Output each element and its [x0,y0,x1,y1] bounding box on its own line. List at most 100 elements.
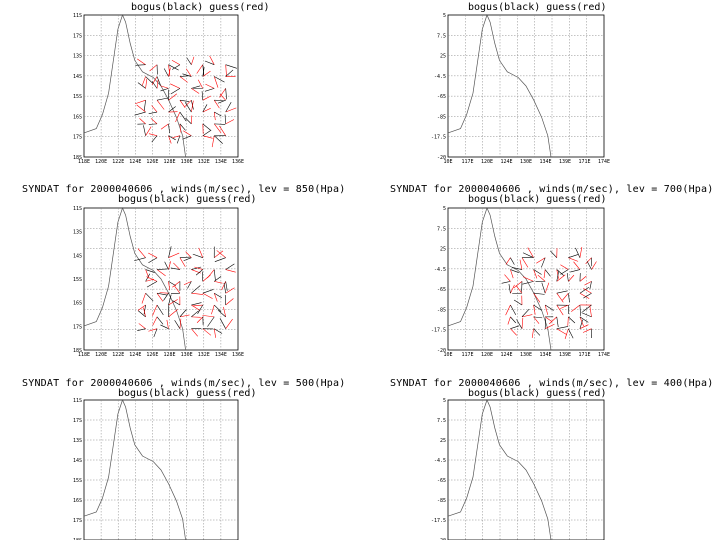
bogus-vector [217,309,226,318]
guess-vector [527,247,534,258]
guess-vector [209,55,215,65]
guess-vector [584,281,592,286]
bogus-vector [148,123,158,125]
guess-vector [139,118,146,125]
guess-vector [583,288,592,294]
y-tick-label: 11S [73,13,82,19]
coastline [83,399,186,540]
guess-vector [573,261,581,270]
x-tick-label: 130E [181,159,193,165]
guess-vector [213,328,216,338]
guess-vector [191,292,204,295]
bogus-vector [145,273,151,282]
bogus-vector [522,281,534,285]
bogus-vector [579,305,581,316]
x-tick-label: 128E [164,352,176,358]
guess-vector [191,56,195,65]
bogus-vector [143,100,146,112]
bogus-vector [170,267,180,270]
guess-vector [159,292,169,294]
bogus-vector [202,289,214,294]
frame-border [447,14,605,158]
guess-vector [179,257,186,267]
bogus-vector [156,316,164,325]
bogus-vector [556,270,560,282]
guess-vector [168,281,171,290]
y-tick-label: 7.5 [437,418,446,424]
bogus-vector [145,292,154,302]
guess-vector [152,304,158,316]
bogus-vector [533,316,543,319]
guess-vector [579,275,587,282]
bogus-vector [157,268,168,270]
guess-vector [544,304,549,315]
y-tick-label: -65 [437,287,446,293]
bogus-vector [575,247,581,258]
x-tick-label: 130E [520,352,532,358]
guess-vector [145,126,152,136]
guess-vector [533,293,541,303]
guess-vector [505,304,511,316]
y-tick-label: 17S [73,324,82,330]
bogus-vector [153,328,158,338]
x-tick-label: 10E [443,352,452,358]
map-frame: 11S 17S 13S 14S 15S 16S 17S 18S [73,398,239,540]
guess-vector [168,67,171,77]
guess-vector [214,281,223,284]
bogus-vector [510,304,517,315]
y-tick-label: 15S [73,478,82,484]
bogus-vector [186,57,192,65]
bogus-vector [570,269,581,273]
y-tick-label: 18S [73,348,82,354]
guess-vector [544,316,552,322]
bogus-vector [195,269,203,276]
bogus-vector [541,282,546,294]
panel-1-subtitle: bogus(black) guess(red) [131,2,270,13]
panel-3-title: SYNDAT for 2000040606 , winds(m/sec), le… [22,184,346,195]
bogus-vector [191,310,199,318]
guess-vector [137,58,146,65]
panel-2-subtitle: bogus(black) guess(red) [468,2,607,13]
bogus-vector [160,88,169,92]
x-tick-label: 139E [559,159,571,165]
bogus-vector [556,316,559,328]
bogus-vector [214,276,222,282]
x-tick-label: 132E [198,159,210,165]
guess-vector [202,95,211,101]
bogus-vector [545,304,554,311]
guess-vector [191,328,198,337]
guess-vector [194,266,203,270]
bogus-vector [163,293,169,301]
x-tick-label: 128E [164,159,176,165]
guess-vector [136,104,146,113]
x-tick-label: 10E [443,159,452,165]
bogus-vector [179,256,191,258]
bogus-vector [521,308,530,318]
bogus-vector [202,67,205,77]
guess-vector [173,262,181,270]
guess-vector [225,318,233,329]
y-tick-label: -20 [437,348,446,354]
panel-6-map: 5 7.5 25 -4.5 -65 -85 -17.5 -20 [428,398,618,540]
bogus-vector [168,106,176,113]
guess-vector [579,246,583,258]
bogus-vector [225,101,232,113]
bogus-vector [145,76,153,84]
bogus-vector [172,64,181,70]
x-tick-label: 117E [461,159,473,165]
y-tick-label: 7.5 [437,226,446,232]
guess-vector [213,111,216,121]
guess-vector [145,269,150,279]
guess-vector [202,274,211,282]
guess-vector [225,107,237,113]
guess-vector [174,285,181,294]
guess-vector [589,306,592,317]
bogus-vector [143,304,146,315]
bogus-vector [192,253,203,258]
y-tick-label: 5 [443,13,446,19]
guess-vector [579,292,590,299]
guess-vector [168,64,171,77]
guess-vector [179,318,182,329]
guess-vector [202,292,213,299]
